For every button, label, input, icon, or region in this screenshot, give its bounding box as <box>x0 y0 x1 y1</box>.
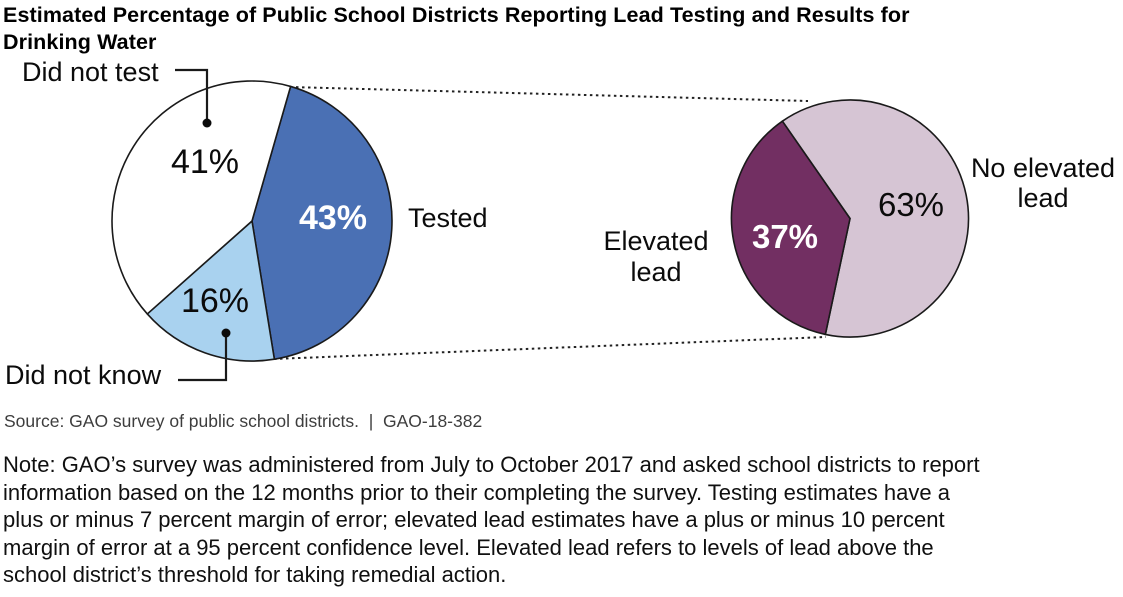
did-not-test-connector-line <box>175 68 209 123</box>
figure-title: Estimated Percentage of Public School Di… <box>3 3 910 54</box>
value-tested: 43% <box>298 199 368 237</box>
did-not-know-connector-line <box>178 333 228 382</box>
label-did-not-test: Did not test <box>22 57 159 87</box>
projection-lines <box>273 86 827 360</box>
pie-slice-elevated-lead <box>730 120 851 336</box>
callout-did-not-test <box>175 68 212 128</box>
pie-slice-no-elevated-lead <box>781 99 970 338</box>
label-tested: Tested <box>408 203 488 233</box>
projection-line-bottom <box>273 336 827 360</box>
projection-line-top <box>289 86 809 102</box>
did-not-test-connector-dot <box>202 118 212 128</box>
value-no-elevated-lead: 63% <box>877 186 945 223</box>
value-did-not-know: 16% <box>180 282 250 320</box>
pie-slice-did-not-test <box>111 80 292 315</box>
label-did-not-know: Did not know <box>5 360 162 390</box>
pie-elevated-lead <box>730 99 970 338</box>
value-did-not-test: 41% <box>170 143 240 181</box>
pie-testing <box>111 80 393 362</box>
label-elevated-lead: Elevated lead <box>603 226 709 287</box>
callout-did-not-know <box>178 328 231 382</box>
did-not-know-connector-dot <box>221 328 231 338</box>
source-line: Source: GAO survey of public school dist… <box>4 411 483 431</box>
label-no-elevated-lead: No elevated lead <box>970 153 1116 213</box>
pie-slice-tested <box>251 85 393 360</box>
pie-slice-did-not-know <box>146 220 276 362</box>
value-elevated-lead: 37% <box>751 218 819 255</box>
note-text: Note: GAO’s survey was administered from… <box>3 452 980 588</box>
